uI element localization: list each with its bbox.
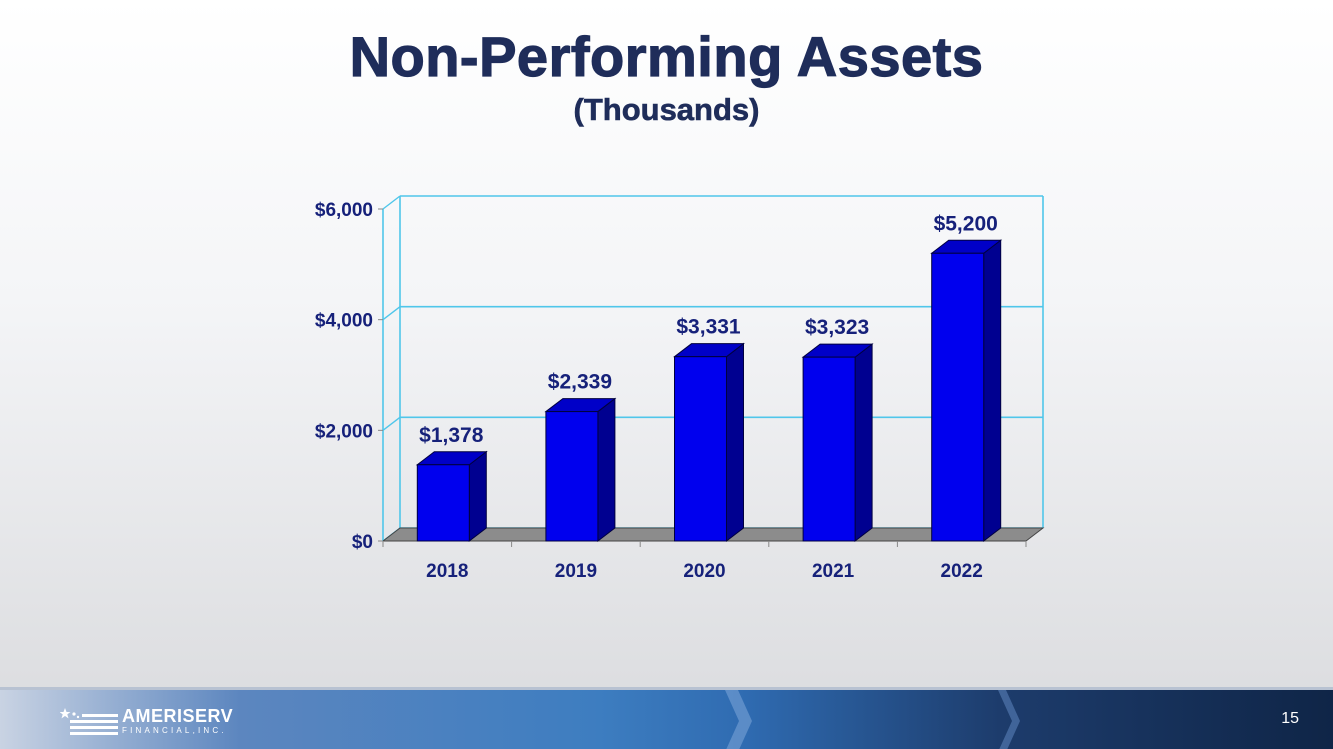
footer-bar: AMERISERV FINANCIAL,INC. 15: [0, 687, 1333, 749]
flag-stars-icon: [60, 708, 118, 735]
bar-2021: [802, 356, 856, 542]
data-label-2019: $2,339: [548, 371, 612, 394]
gridline-depth-3: [382, 195, 401, 210]
bar-side-2022: [983, 239, 1002, 543]
bar-chart: $0 $2,000 $4,000 $6,000 $1,378 2018 $2,339 2019…: [315, 195, 1045, 582]
page-number: 15: [1281, 710, 1299, 727]
slide-subtitle: (Thousands): [573, 92, 760, 128]
bar-side-2020: [726, 342, 744, 543]
bar-side-2019: [597, 397, 616, 543]
y-tick-label-2: $4,000: [315, 311, 373, 332]
y-tick-label-1: $2,000: [315, 421, 373, 442]
slide-title: Non-Performing Assets: [349, 24, 984, 88]
x-tick-label-2022: 2022: [941, 561, 983, 582]
bar-side-2021: [854, 343, 873, 543]
gridline-depth-1: [382, 416, 401, 431]
x-tick-label-2018: 2018: [426, 561, 468, 582]
bar-2022: [931, 252, 985, 542]
bar-2018: [416, 464, 470, 542]
bar-side-2018: [468, 450, 487, 543]
bar-2020: [674, 356, 727, 542]
x-tick-label-2019: 2019: [555, 561, 597, 582]
bar-2019: [545, 411, 599, 542]
logo-subtitle: FINANCIAL,INC.: [122, 726, 227, 735]
data-label-2021: $3,323: [805, 316, 869, 339]
x-tick-label-2020: 2020: [683, 561, 725, 582]
data-label-2018: $1,378: [419, 424, 484, 447]
gridline-depth-2: [382, 306, 401, 321]
y-tick-label-3: $6,000: [315, 200, 373, 221]
data-label-2020: $3,331: [676, 316, 741, 339]
y-tick-label-0: $0: [352, 532, 373, 553]
company-logo: AMERISERV FINANCIAL,INC.: [60, 706, 260, 740]
x-tick-label-2021: 2021: [812, 561, 855, 582]
logo-name: AMERISERV: [122, 706, 234, 726]
data-label-2022: $5,200: [934, 212, 998, 235]
footer-chevron-decoration: [725, 690, 1020, 749]
